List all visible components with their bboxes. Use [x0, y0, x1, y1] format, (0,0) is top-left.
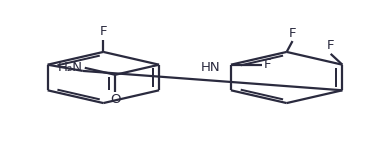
Text: H₂N: H₂N	[58, 61, 83, 74]
Text: F: F	[99, 25, 107, 38]
Text: F: F	[327, 39, 335, 52]
Text: HN: HN	[201, 61, 220, 74]
Text: F: F	[289, 27, 296, 40]
Text: O: O	[110, 93, 121, 106]
Text: F: F	[264, 58, 271, 71]
